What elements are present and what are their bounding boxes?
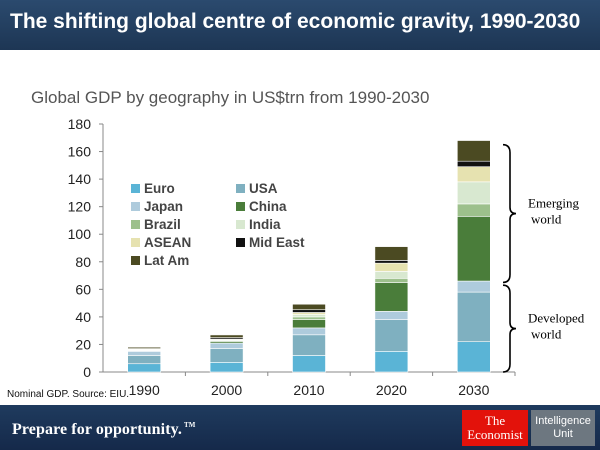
legend-label: Brazil (144, 217, 181, 232)
y-tick-label: 0 (83, 364, 91, 380)
legend-swatch (131, 220, 140, 229)
bar-segment-asean (456, 166, 491, 183)
chart-title: Global GDP by geography in US$trn from 1… (31, 88, 430, 107)
source-note: Nominal GDP. Source: EIU. (7, 389, 130, 400)
bar-segment-lat-am (292, 303, 326, 311)
footer-bar: Prepare for opportunity. TM The Economist… (0, 405, 600, 450)
y-tick-label: 140 (68, 171, 92, 187)
bar-segment-brazil (456, 203, 491, 217)
eiu-logo: Intelligence Unit (531, 410, 595, 446)
y-tick-label: 60 (75, 281, 91, 297)
chart-legend: Euro USA Japan China Brazil India ASEAN Mid Eas… (131, 181, 305, 268)
x-tick-label: 2030 (458, 382, 489, 398)
bar-segment-asean (374, 262, 409, 272)
bar-segment-mid-east (456, 160, 491, 168)
page-title: The shifting global centre of economic g… (10, 10, 581, 33)
economist-logo-line-2: Economist (467, 427, 523, 442)
bar-segment-usa (456, 291, 491, 342)
legend-swatch (131, 256, 140, 265)
bar-segment-india (374, 271, 409, 279)
bar-segment-mid-east (374, 260, 409, 264)
annotation-label: world (531, 212, 562, 227)
x-tick-label: 2000 (211, 382, 242, 398)
chart-bars (127, 140, 491, 373)
bar-segment-euro (292, 355, 326, 373)
annotation-label: Emerging (528, 196, 580, 211)
legend-label: USA (249, 181, 278, 196)
legend-label: India (249, 217, 281, 232)
bar-segment-china (456, 216, 491, 282)
bar-segment-lat-am (209, 334, 244, 338)
bar-segment-brazil (292, 316, 326, 320)
bar-segment-euro (209, 362, 244, 373)
bar-segment-lat-am (127, 346, 161, 349)
bar-segment-mid-east (292, 309, 326, 313)
x-tick-label: 2020 (376, 382, 407, 398)
bar-segment-usa (292, 334, 326, 356)
tagline-text: Prepare for opportunity. (12, 421, 182, 438)
legend-swatch (236, 238, 245, 247)
x-tick-label: 2010 (293, 382, 324, 398)
annotation-brace (502, 143, 517, 284)
annotation-label: world (531, 327, 562, 342)
tagline: Prepare for opportunity. TM (12, 421, 195, 439)
economist-logo: The Economist (462, 410, 528, 446)
legend-label: Japan (144, 199, 183, 214)
legend-swatch (236, 220, 245, 229)
legend-swatch (131, 202, 140, 211)
eiu-logo-line-2: Unit (553, 428, 573, 440)
bar-segment-euro (374, 351, 409, 373)
y-tick-label: 80 (75, 254, 91, 270)
bar-segment-euro (456, 341, 491, 373)
legend-label: Euro (144, 181, 175, 196)
legend-swatch (236, 202, 245, 211)
bar-segment-india (292, 314, 326, 318)
bar-segment-japan (374, 311, 409, 320)
bar-segment-lat-am (456, 140, 491, 162)
economist-logo-line-1: The (484, 413, 506, 428)
eiu-logo-line-1: Intelligence (535, 415, 591, 427)
bar-segment-japan (292, 327, 326, 336)
stacked-bar-chart: 0 20 40 60 80 100 120 140 160 180 1990 2000 2010 2020… (68, 116, 585, 398)
annotation-label: Developed (528, 311, 585, 326)
bar-segment-lat-am (374, 246, 409, 261)
legend-label: China (249, 199, 287, 214)
annotation-brace (502, 284, 517, 373)
legend-swatch (131, 184, 140, 193)
bar-segment-euro (127, 363, 161, 373)
bar-segment-china (292, 319, 326, 329)
bar-segment-japan (209, 342, 244, 349)
y-tick-label: 20 (75, 336, 91, 352)
bar-segment-india (456, 181, 491, 205)
y-tick-label: 160 (68, 144, 92, 160)
x-tick-label: 1990 (129, 382, 160, 398)
y-tick-label: 180 (68, 116, 92, 132)
legend-label: ASEAN (144, 235, 191, 250)
bar-segment-brazil (374, 278, 409, 283)
bar-segment-usa (374, 319, 409, 352)
y-tick-label: 100 (68, 226, 92, 242)
legend-label: Mid East (249, 235, 305, 250)
bar-segment-japan (456, 280, 491, 293)
chart-axes: 0 20 40 60 80 100 120 140 160 180 1990 2000 2010 2020… (68, 116, 516, 398)
legend-swatch (131, 238, 140, 247)
y-tick-label: 40 (75, 309, 91, 325)
bar-segment-china (374, 282, 409, 312)
trademark-mark: TM (183, 421, 196, 429)
bar-segment-usa (209, 348, 244, 363)
bar-segment-japan (127, 351, 161, 356)
legend-swatch (236, 184, 245, 193)
bar-segment-asean (292, 312, 326, 315)
y-tick-label: 120 (68, 199, 92, 215)
header-bar: The shifting global centre of economic g… (0, 0, 600, 50)
bar-segment-usa (127, 355, 161, 365)
legend-label: Lat Am (144, 253, 189, 268)
